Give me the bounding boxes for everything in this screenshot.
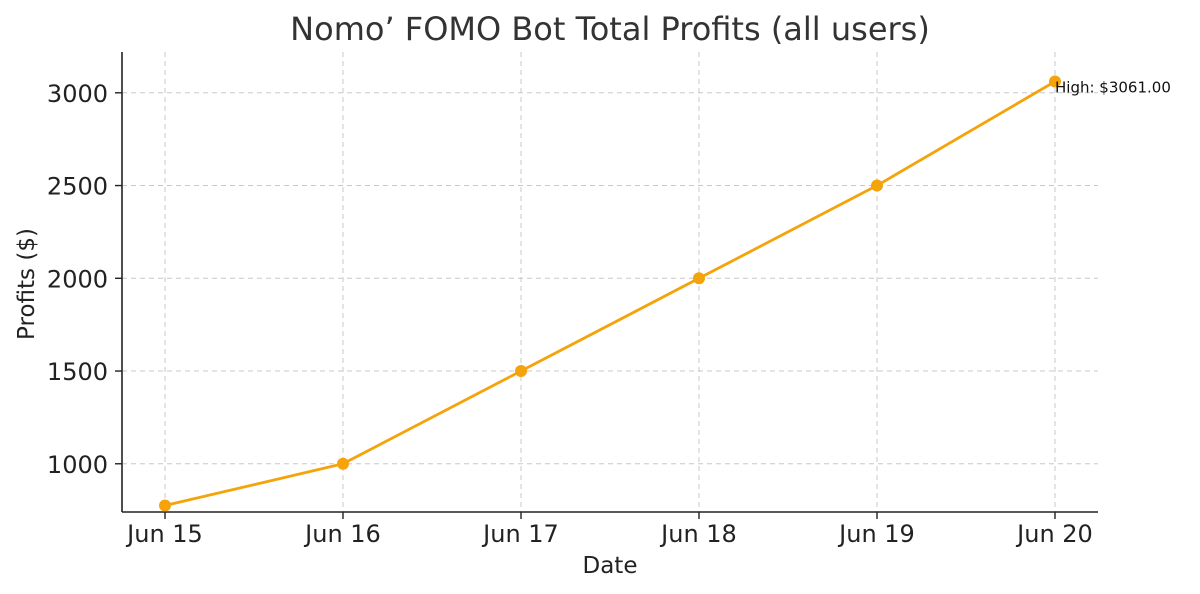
axes xyxy=(115,52,1098,519)
y-tick-label: 1000 xyxy=(47,451,108,479)
y-tick-label: 1500 xyxy=(47,358,108,386)
data-point xyxy=(1049,75,1061,88)
x-tick-label: Jun 16 xyxy=(303,520,381,548)
x-tick-label: Jun 20 xyxy=(1015,520,1093,548)
y-tick-label: 2000 xyxy=(47,265,108,293)
profit-line xyxy=(163,80,1057,507)
y-tick-label: 2500 xyxy=(47,173,108,201)
high-annotation: High: $3061.00 xyxy=(1055,78,1171,96)
data-point xyxy=(159,499,171,512)
grid-lines xyxy=(122,52,1098,512)
x-tick-label: Jun 18 xyxy=(659,520,737,548)
x-tick-label: Jun 17 xyxy=(481,520,559,548)
x-tick-label: Jun 15 xyxy=(125,520,203,548)
y-tick-label: 3000 xyxy=(47,80,108,108)
tick-labels: Jun 15 Jun 16 Jun 17 Jun 18 Jun 19 Jun 20 1000… xyxy=(47,80,1093,548)
data-point xyxy=(871,179,883,192)
x-tick-label: Jun 19 xyxy=(837,520,915,548)
data-point xyxy=(337,457,349,470)
data-point xyxy=(693,272,705,285)
chart-title: Nomo’ FOMO Bot Total Profits (all users) xyxy=(290,10,930,48)
y-axis-label: Profits ($) xyxy=(14,228,40,340)
series-layer xyxy=(159,75,1061,512)
data-point xyxy=(515,365,527,378)
x-axis-label: Date xyxy=(583,553,638,579)
